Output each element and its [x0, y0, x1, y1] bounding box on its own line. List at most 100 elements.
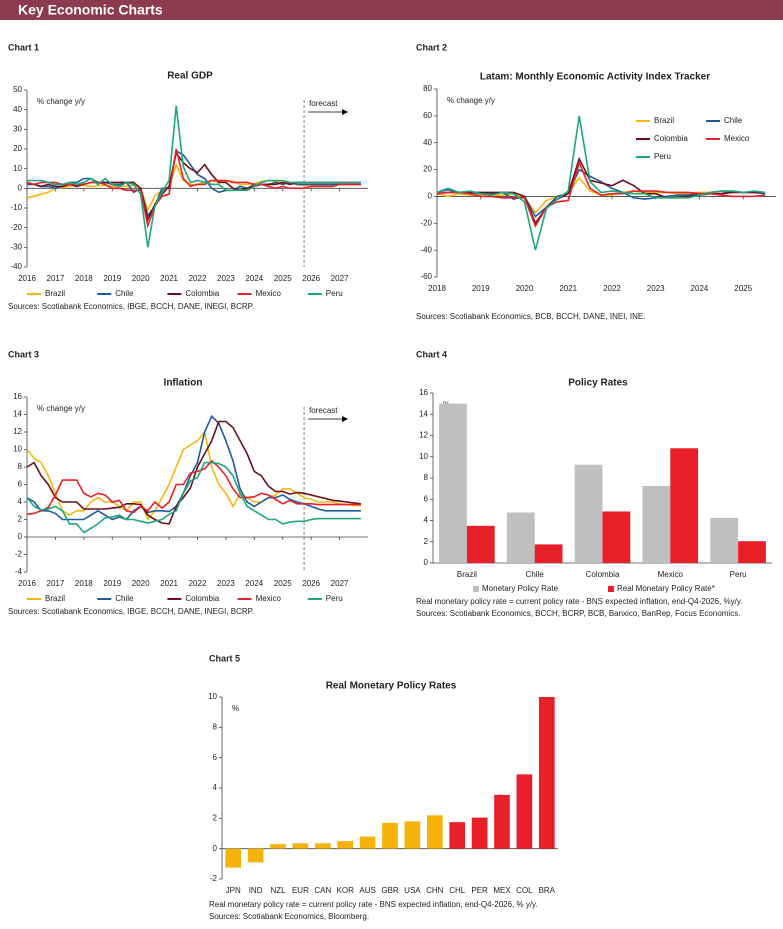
- y-tick-label: 10: [13, 164, 22, 173]
- chart-title: Real Monetary Policy Rates: [326, 681, 457, 692]
- y-tick-label: -30: [10, 242, 22, 251]
- chart-title: Real GDP: [167, 71, 213, 82]
- legend-swatch: [473, 586, 479, 592]
- x-tick-label: 2023: [647, 284, 665, 293]
- chart-label: Chart 1: [8, 42, 39, 52]
- chart-title: Inflation: [164, 378, 203, 389]
- legend-label: Colombia: [185, 289, 219, 298]
- bar: [738, 541, 766, 563]
- legend-label: Mexico: [724, 134, 750, 143]
- y-tick-label: 8: [424, 473, 429, 482]
- x-tick-label: 2026: [302, 274, 320, 283]
- bar: [337, 841, 354, 849]
- y-tick-label: 2: [424, 537, 429, 546]
- legend-label: Colombia: [185, 594, 219, 603]
- y-tick-label: 6: [424, 494, 429, 503]
- series-line: [436, 115, 766, 251]
- x-tick-label: Brazil: [457, 570, 477, 579]
- y-tick-label: 4: [18, 497, 23, 506]
- x-tick-label: 2018: [75, 579, 93, 588]
- series-line: [26, 420, 362, 525]
- bar: [471, 817, 488, 849]
- chart-label: Chart 4: [416, 349, 447, 359]
- bar: [247, 848, 264, 863]
- header-title: Key Economic Charts: [18, 2, 163, 18]
- bar: [466, 525, 495, 563]
- x-tick-label: Colombia: [586, 570, 620, 579]
- bar: [382, 822, 398, 849]
- legend-label: Mexico: [256, 594, 282, 603]
- forecast-label: forecast: [309, 406, 338, 415]
- legend-swatch: [608, 586, 614, 592]
- y-tick-label: 0: [213, 844, 218, 853]
- source-note: Sources: Scotiabank Economics, IBGE, BCC…: [8, 302, 254, 311]
- x-tick-label: CHL: [449, 886, 466, 895]
- x-tick-label: NZL: [270, 886, 286, 895]
- bar: [670, 448, 699, 563]
- x-tick-label: 2020: [132, 274, 150, 283]
- x-tick-label: 2020: [132, 579, 150, 588]
- x-tick-label: 2025: [274, 274, 292, 283]
- x-tick-label: COL: [516, 886, 533, 895]
- bar: [602, 511, 631, 563]
- legend-label: Brazil: [45, 594, 65, 603]
- x-tick-label: 2025: [734, 284, 752, 293]
- x-tick-label: 2017: [47, 274, 65, 283]
- legend-label: Chile: [115, 289, 134, 298]
- x-tick-label: 2021: [160, 274, 178, 283]
- y-tick-label: -4: [15, 567, 23, 576]
- x-tick-label: 2018: [428, 284, 446, 293]
- bar: [404, 821, 421, 849]
- chart-label: Chart 5: [209, 653, 240, 663]
- x-tick-label: 2018: [75, 274, 93, 283]
- forecast-arrowhead: [342, 109, 349, 115]
- y-tick-label: 20: [423, 165, 432, 174]
- y-tick-label: 0: [424, 558, 429, 567]
- y-tick-label: -40: [10, 262, 22, 271]
- bar: [574, 464, 603, 563]
- y-tick-label: 0: [18, 532, 23, 541]
- y-tick-label: 0: [428, 192, 433, 201]
- y-unit: %: [232, 704, 239, 713]
- series-line: [27, 149, 361, 218]
- series-line: [26, 148, 361, 229]
- y-tick-label: 4: [424, 516, 429, 525]
- series-line: [26, 430, 361, 522]
- forecast-arrowhead: [342, 416, 349, 422]
- y-tick-label: -10: [10, 203, 22, 212]
- legend-label: Peru: [654, 152, 671, 161]
- x-tick-label: CHN: [426, 886, 444, 895]
- legend-label: Monetary Policy Rate: [482, 584, 559, 593]
- x-tick-label: IND: [249, 886, 263, 895]
- series-line: [26, 461, 361, 534]
- x-tick-label: 2024: [245, 274, 263, 283]
- x-tick-label: 2027: [331, 274, 349, 283]
- y-tick-label: 40: [13, 105, 22, 114]
- y-tick-label: 20: [13, 144, 22, 153]
- x-tick-label: 2021: [160, 579, 178, 588]
- x-tick-label: 2016: [18, 274, 36, 283]
- legend-label: Chile: [115, 594, 134, 603]
- header-bar: [0, 0, 783, 20]
- y-tick-label: 6: [18, 480, 23, 489]
- x-tick-label: 2023: [217, 579, 235, 588]
- legend-label: Peru: [326, 289, 343, 298]
- bar: [225, 848, 242, 868]
- bar: [439, 403, 467, 563]
- x-tick-label: MEX: [493, 886, 511, 895]
- legend-label: Brazil: [45, 289, 65, 298]
- chart-label: Chart 3: [8, 349, 39, 359]
- x-tick-label: 2022: [603, 284, 621, 293]
- y-tick-label: 16: [13, 392, 22, 401]
- legend-label: Mexico: [256, 289, 282, 298]
- x-tick-label: CAN: [314, 886, 331, 895]
- y-tick-label: 10: [13, 445, 22, 454]
- y-tick-label: -2: [210, 874, 218, 883]
- bar: [359, 836, 376, 849]
- y-tick-label: 10: [208, 692, 217, 701]
- source-note: Sources: Scotiabank Economics, BCCH, BCR…: [416, 609, 740, 618]
- legend-label: Peru: [326, 594, 343, 603]
- x-tick-label: 2020: [516, 284, 534, 293]
- y-tick-label: 60: [423, 111, 432, 120]
